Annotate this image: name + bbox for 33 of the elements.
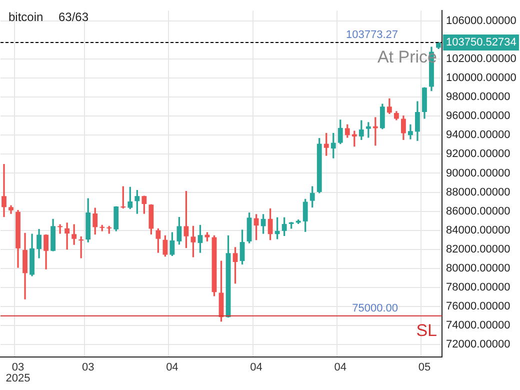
y-tick-label: 78000.00000 xyxy=(446,281,510,294)
y-tick-label: 88000.00000 xyxy=(446,186,510,198)
chart-subtitle: 63/63 xyxy=(58,10,89,24)
x-tick-label: 04 xyxy=(166,361,178,374)
x-tick-label: 03 xyxy=(82,361,94,374)
text: 2025 xyxy=(6,372,30,384)
x-tick-label: 04 xyxy=(250,361,262,374)
y-tick-label: 72000.00000 xyxy=(446,338,510,350)
annotation: 103773.27 xyxy=(346,28,398,41)
candlestick xyxy=(64,222,70,250)
y-tick-label: 84000.00000 xyxy=(446,224,510,236)
y-tick-label: 98000.00000 xyxy=(446,91,510,104)
y-tick-label: 100000.00000 xyxy=(446,72,516,84)
x-tick-label: 04 xyxy=(334,361,347,374)
x-tick-label: 03 xyxy=(12,361,24,374)
y-tick-label: 94000.00000 xyxy=(446,129,510,142)
y-tick-label: 102000.00000 xyxy=(446,53,516,66)
y-tick-label: 76000.00000 xyxy=(446,300,510,312)
y-tick-label: 80000.00000 xyxy=(446,262,510,274)
candlestick xyxy=(58,224,63,234)
y-tick-label: 74000.00000 xyxy=(446,319,510,332)
y-tick-label: 106000.00000 xyxy=(446,15,516,28)
candlestick xyxy=(2,164,6,218)
y-tick-label: 103750.52734 xyxy=(446,36,516,48)
x-tick-label: 05 xyxy=(418,361,431,374)
y-tick-label: 96000.00000 xyxy=(446,110,510,122)
annotation: 75000.00 xyxy=(352,302,398,314)
y-tick-label: 82000.00000 xyxy=(446,243,510,256)
y-tick-label: 86000.00000 xyxy=(446,205,510,218)
y-tick-label: 90000.00000 xyxy=(446,167,510,180)
ref-line-label: SL xyxy=(416,321,437,340)
y-tick-label: 92000.00000 xyxy=(446,148,510,160)
chart-title: bitcoin xyxy=(8,10,44,24)
